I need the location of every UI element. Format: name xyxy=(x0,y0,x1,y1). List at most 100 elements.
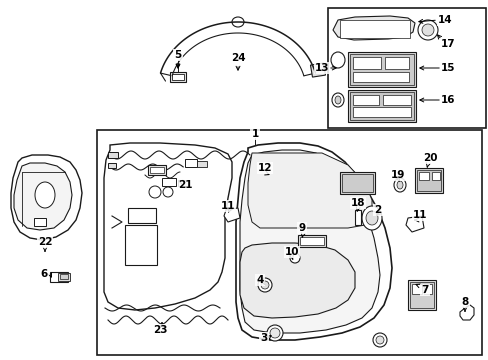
Bar xyxy=(414,168,442,193)
Text: 13: 13 xyxy=(314,63,328,73)
Text: 3: 3 xyxy=(260,333,267,343)
Bar xyxy=(170,72,185,82)
Text: 17: 17 xyxy=(440,39,454,49)
Bar xyxy=(128,208,156,223)
Bar xyxy=(347,52,415,87)
Bar xyxy=(34,218,46,226)
Text: 11: 11 xyxy=(412,210,427,220)
Bar xyxy=(416,170,440,191)
Text: 12: 12 xyxy=(257,163,272,173)
Ellipse shape xyxy=(163,187,173,197)
Bar xyxy=(60,274,68,279)
Text: 20: 20 xyxy=(422,153,436,163)
Polygon shape xyxy=(224,208,240,222)
Bar xyxy=(108,163,116,168)
Ellipse shape xyxy=(365,211,377,225)
Bar xyxy=(108,152,118,158)
Text: 21: 21 xyxy=(177,180,192,190)
Ellipse shape xyxy=(375,336,383,344)
Polygon shape xyxy=(405,216,423,232)
Ellipse shape xyxy=(330,52,345,68)
Ellipse shape xyxy=(393,178,405,192)
Bar xyxy=(411,284,421,294)
Ellipse shape xyxy=(258,278,271,292)
Bar xyxy=(97,130,481,355)
Ellipse shape xyxy=(261,281,268,289)
Polygon shape xyxy=(310,63,325,77)
Bar xyxy=(347,90,415,122)
Bar xyxy=(352,57,380,69)
Bar xyxy=(299,237,324,245)
Polygon shape xyxy=(104,143,231,310)
Polygon shape xyxy=(459,305,473,320)
Bar xyxy=(125,225,157,265)
Bar xyxy=(352,107,410,117)
Bar xyxy=(352,72,408,82)
Ellipse shape xyxy=(149,186,161,198)
Ellipse shape xyxy=(372,333,386,347)
Text: 15: 15 xyxy=(440,63,454,73)
Polygon shape xyxy=(240,150,379,333)
Bar xyxy=(354,210,360,225)
Bar xyxy=(407,280,435,310)
Ellipse shape xyxy=(417,20,437,40)
Bar xyxy=(339,20,409,38)
Bar xyxy=(162,178,176,186)
Ellipse shape xyxy=(231,17,244,27)
Polygon shape xyxy=(11,155,82,240)
Ellipse shape xyxy=(334,96,340,104)
Text: 24: 24 xyxy=(230,53,245,63)
Polygon shape xyxy=(14,163,72,230)
Text: 7: 7 xyxy=(421,285,428,295)
Text: 1: 1 xyxy=(251,129,258,139)
Text: 2: 2 xyxy=(374,205,381,215)
Bar xyxy=(418,172,428,180)
Bar xyxy=(382,95,410,105)
Polygon shape xyxy=(240,243,354,318)
Bar xyxy=(339,172,374,194)
Text: 11: 11 xyxy=(220,201,235,211)
Polygon shape xyxy=(332,16,414,40)
Bar xyxy=(50,272,68,282)
Ellipse shape xyxy=(35,182,55,208)
Polygon shape xyxy=(247,153,371,228)
Text: 9: 9 xyxy=(298,223,305,233)
Polygon shape xyxy=(236,143,391,340)
Ellipse shape xyxy=(306,168,323,182)
Bar xyxy=(341,174,372,192)
Text: 18: 18 xyxy=(350,198,365,208)
Bar xyxy=(148,165,165,175)
Text: 16: 16 xyxy=(440,95,454,105)
Bar xyxy=(297,235,325,247)
Bar xyxy=(327,8,485,128)
Bar xyxy=(178,180,187,186)
Ellipse shape xyxy=(331,93,343,107)
Bar xyxy=(58,273,70,281)
Text: 8: 8 xyxy=(461,297,468,307)
Text: 6: 6 xyxy=(41,269,47,279)
Text: 10: 10 xyxy=(284,247,299,257)
Bar xyxy=(349,54,413,85)
Bar xyxy=(172,74,183,80)
Bar xyxy=(349,92,413,120)
Bar xyxy=(431,172,439,180)
Text: 22: 22 xyxy=(38,237,52,247)
Ellipse shape xyxy=(289,253,299,263)
Ellipse shape xyxy=(421,24,433,36)
Ellipse shape xyxy=(361,206,381,230)
Bar xyxy=(184,159,197,167)
Bar xyxy=(423,284,431,294)
Ellipse shape xyxy=(396,181,402,189)
Ellipse shape xyxy=(266,325,283,341)
Bar xyxy=(197,161,206,167)
Text: 4: 4 xyxy=(256,275,263,285)
Ellipse shape xyxy=(269,328,280,338)
Text: 5: 5 xyxy=(174,50,181,60)
Text: 14: 14 xyxy=(437,15,451,25)
Bar xyxy=(352,95,378,105)
Bar xyxy=(150,167,163,173)
Text: 23: 23 xyxy=(152,325,167,335)
Bar xyxy=(409,282,433,308)
Text: 19: 19 xyxy=(390,170,405,180)
Bar xyxy=(384,57,408,69)
